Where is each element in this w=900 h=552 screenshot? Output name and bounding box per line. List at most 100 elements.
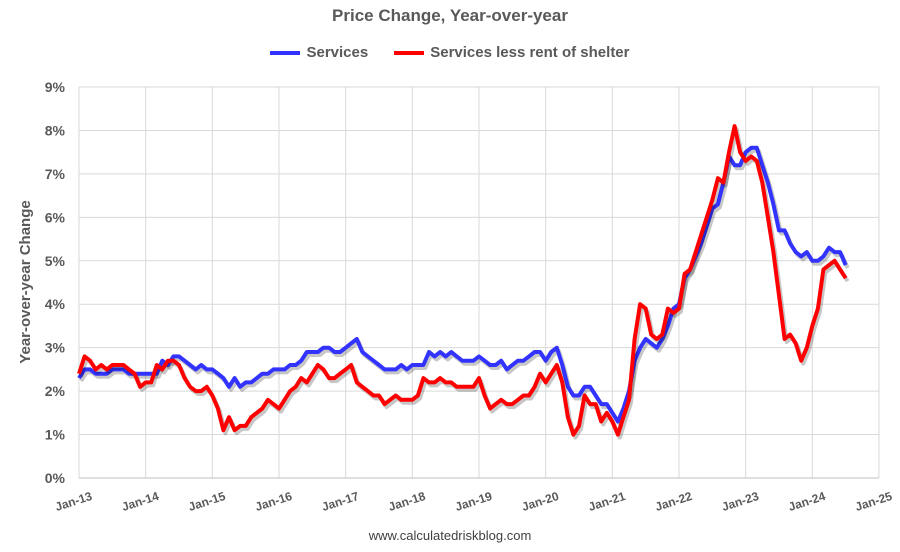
data-point (812, 325, 813, 326)
data-point (651, 343, 652, 344)
data-point (467, 360, 468, 361)
data-point (734, 126, 735, 127)
source-footer: www.calculatedriskblog.com (368, 528, 532, 543)
series-line-services-less-rent (77, 124, 848, 437)
data-point (679, 308, 680, 309)
data-point (545, 360, 546, 361)
data-point (334, 352, 335, 353)
data-point (262, 408, 263, 409)
data-point (551, 352, 552, 353)
y-tick-label: 5% (45, 253, 66, 269)
data-point (529, 356, 530, 357)
x-tick-label: Jan-23 (720, 489, 761, 514)
data-point (501, 399, 502, 400)
data-point (79, 373, 80, 374)
y-tick-label: 0% (45, 470, 66, 486)
data-point (584, 386, 585, 387)
data-point (540, 352, 541, 353)
data-point (451, 382, 452, 383)
data-point (617, 421, 618, 422)
data-point (495, 404, 496, 405)
data-point (484, 360, 485, 361)
data-point (601, 404, 602, 405)
data-point (179, 356, 180, 357)
data-point (312, 373, 313, 374)
data-point (223, 378, 224, 379)
legend-item-services: Services (270, 44, 368, 61)
data-point (95, 369, 96, 370)
data-point (456, 356, 457, 357)
data-point (179, 365, 180, 366)
data-point (834, 252, 835, 253)
data-point (412, 399, 413, 400)
data-point (295, 386, 296, 387)
data-point (545, 382, 546, 383)
data-point (840, 252, 841, 253)
data-point (234, 430, 235, 431)
data-point (801, 360, 802, 361)
data-point (267, 373, 268, 374)
data-point (245, 425, 246, 426)
legend-swatch-services (270, 50, 301, 55)
data-point (301, 360, 302, 361)
data-point (173, 360, 174, 361)
data-point (306, 352, 307, 353)
data-point (567, 386, 568, 387)
data-point (395, 369, 396, 370)
data-point (445, 356, 446, 357)
data-point (295, 365, 296, 366)
data-point (512, 365, 513, 366)
data-point (184, 360, 185, 361)
data-point (667, 308, 668, 309)
data-point (267, 399, 268, 400)
data-point (240, 386, 241, 387)
data-point (290, 391, 291, 392)
data-point (162, 360, 163, 361)
x-tick-label: Jan-22 (653, 489, 694, 514)
data-point (334, 378, 335, 379)
data-point (379, 395, 380, 396)
data-point (756, 160, 757, 161)
data-point (645, 308, 646, 309)
data-point (706, 217, 707, 218)
data-point (534, 352, 535, 353)
data-point (123, 365, 124, 366)
data-point (762, 182, 763, 183)
data-point (551, 373, 552, 374)
data-point (117, 365, 118, 366)
data-point (212, 369, 213, 370)
data-point (673, 312, 674, 313)
data-point (656, 347, 657, 348)
data-point (101, 373, 102, 374)
data-point (317, 352, 318, 353)
data-point (584, 395, 585, 396)
data-point (90, 369, 91, 370)
data-point (273, 404, 274, 405)
data-point (384, 369, 385, 370)
data-point (745, 160, 746, 161)
x-tick-label: Jan-18 (387, 489, 428, 514)
data-point (240, 425, 241, 426)
y-tick-label: 6% (45, 209, 66, 225)
data-point (190, 365, 191, 366)
data-point (690, 269, 691, 270)
data-point (201, 365, 202, 366)
data-point (306, 382, 307, 383)
data-point (217, 408, 218, 409)
data-point (345, 347, 346, 348)
data-point (384, 404, 385, 405)
data-point (723, 182, 724, 183)
data-point (312, 352, 313, 353)
data-point (784, 230, 785, 231)
data-point (462, 386, 463, 387)
data-point (473, 360, 474, 361)
data-point (573, 434, 574, 435)
data-point (373, 395, 374, 396)
x-tick-label: Jan-21 (587, 489, 628, 514)
data-point (729, 152, 730, 153)
series-shadow (79, 148, 850, 427)
data-point (779, 230, 780, 231)
data-point (740, 152, 741, 153)
